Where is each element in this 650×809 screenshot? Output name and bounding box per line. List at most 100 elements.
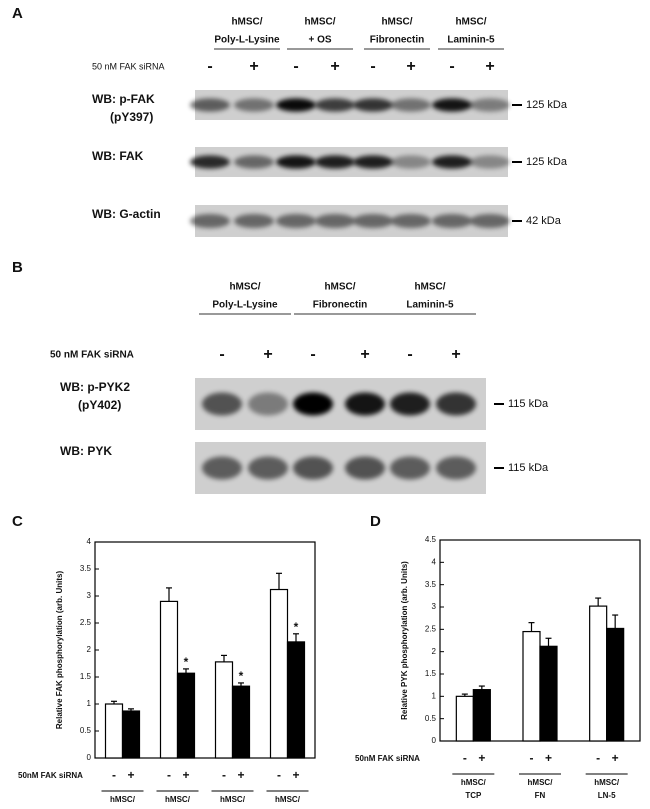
category-label: hMSC/	[110, 795, 136, 804]
blot-band	[190, 98, 230, 112]
y-tick-label: 3.5	[425, 580, 437, 589]
sign: -	[207, 58, 212, 75]
y-tick-label: 4.5	[425, 535, 437, 544]
marker-label: 115 kDa	[508, 398, 549, 410]
blot-band	[315, 155, 355, 169]
blot-band	[293, 392, 333, 416]
y-tick-label: 3.5	[80, 564, 92, 573]
bar	[214, 661, 234, 759]
blot-band	[248, 392, 288, 416]
sign: +	[360, 346, 369, 363]
error-bar	[221, 654, 227, 662]
blot-band	[353, 155, 393, 169]
sirna-label: 50nM FAK siRNA	[18, 771, 83, 780]
error-bar	[111, 700, 117, 704]
error-bar	[545, 637, 552, 647]
panel-label: C	[12, 513, 23, 530]
sign: +	[485, 58, 494, 75]
sign: +	[127, 768, 134, 782]
blot-band	[470, 98, 510, 112]
sign: -	[449, 58, 454, 75]
blot-band	[315, 98, 355, 112]
y-tick-label: 0	[87, 753, 92, 762]
blot-band	[353, 213, 393, 229]
marker-label: 125 kDa	[526, 99, 568, 111]
sirna-label: 50 nM FAK siRNA	[92, 61, 165, 71]
category-label: hMSC/	[461, 778, 487, 787]
y-tick-label: 4	[432, 557, 437, 566]
blot-label: WB: p-FAK	[92, 92, 155, 106]
blot-band	[276, 213, 316, 229]
y-tick-label: 2	[87, 645, 92, 654]
y-tick-label: 1.5	[425, 669, 437, 678]
sign: -	[293, 58, 298, 75]
bar	[269, 588, 289, 759]
sign: -	[407, 346, 412, 363]
blot-label: (pY397)	[110, 110, 153, 124]
blot-band	[190, 213, 230, 229]
significance: *	[184, 655, 189, 669]
blot-band	[190, 155, 230, 169]
y-tick-label: 2	[432, 647, 437, 656]
y-tick-label: 2.5	[425, 624, 437, 633]
error-bar	[612, 614, 619, 629]
blot-band	[391, 98, 431, 112]
bar	[455, 695, 474, 742]
sign: +	[263, 346, 272, 363]
category-label: FN	[535, 791, 546, 800]
marker-label: 125 kDa	[526, 156, 568, 168]
significance: *	[239, 669, 244, 683]
bar	[539, 645, 558, 742]
column-header: hMSC/	[381, 17, 412, 28]
category-label: hMSC/	[528, 778, 554, 787]
sign: +	[292, 768, 299, 782]
blot-label: WB: PYK	[60, 444, 112, 458]
y-tick-label: 4	[87, 537, 92, 546]
y-tick-label: 3	[432, 602, 437, 611]
blot-band	[234, 213, 274, 229]
blot-band	[353, 98, 393, 112]
blot-label: (pY402)	[78, 398, 121, 412]
bar	[159, 600, 179, 759]
significance: *	[294, 620, 299, 634]
panel-label: B	[12, 259, 23, 276]
error-bar	[183, 668, 189, 674]
bar	[104, 703, 124, 759]
marker-label: 115 kDa	[508, 462, 549, 474]
blot-label: WB: G-actin	[92, 207, 161, 221]
column-header: Laminin-5	[406, 300, 454, 311]
blot-band	[470, 213, 510, 229]
category-label: LN-5	[598, 791, 616, 800]
blot-band	[391, 155, 431, 169]
y-axis-label: Relative PYK phosphorylation (arb. Units…	[400, 561, 409, 720]
blot-band	[276, 155, 316, 169]
bar	[522, 630, 541, 742]
blot-label: WB: FAK	[92, 149, 144, 163]
sirna-label: 50 nM FAK siRNA	[50, 350, 134, 361]
blot-label: WB: p-PYK2	[60, 380, 130, 394]
bar	[121, 710, 141, 759]
sign: -	[277, 768, 281, 782]
sign: -	[370, 58, 375, 75]
y-axis-label: Relative FAK phosphorylation (arb. Units…	[55, 571, 64, 730]
blot-band	[234, 98, 274, 112]
error-bar	[478, 685, 485, 690]
blot-band	[276, 98, 316, 112]
blot-band	[391, 213, 431, 229]
category-label: TCP	[465, 791, 482, 800]
column-header: Fibronectin	[370, 35, 424, 46]
blot-band	[432, 213, 472, 229]
y-tick-label: 3	[87, 591, 92, 600]
blot-band	[315, 213, 355, 229]
error-bar	[461, 693, 468, 697]
sign: +	[451, 346, 460, 363]
column-header: hMSC/	[455, 17, 486, 28]
sign: -	[530, 751, 534, 765]
sign: -	[596, 751, 600, 765]
sign: +	[182, 768, 189, 782]
y-tick-label: 2.5	[80, 618, 92, 627]
blot-band	[390, 392, 430, 416]
column-header: hMSC/	[229, 282, 260, 293]
bar	[606, 627, 625, 742]
